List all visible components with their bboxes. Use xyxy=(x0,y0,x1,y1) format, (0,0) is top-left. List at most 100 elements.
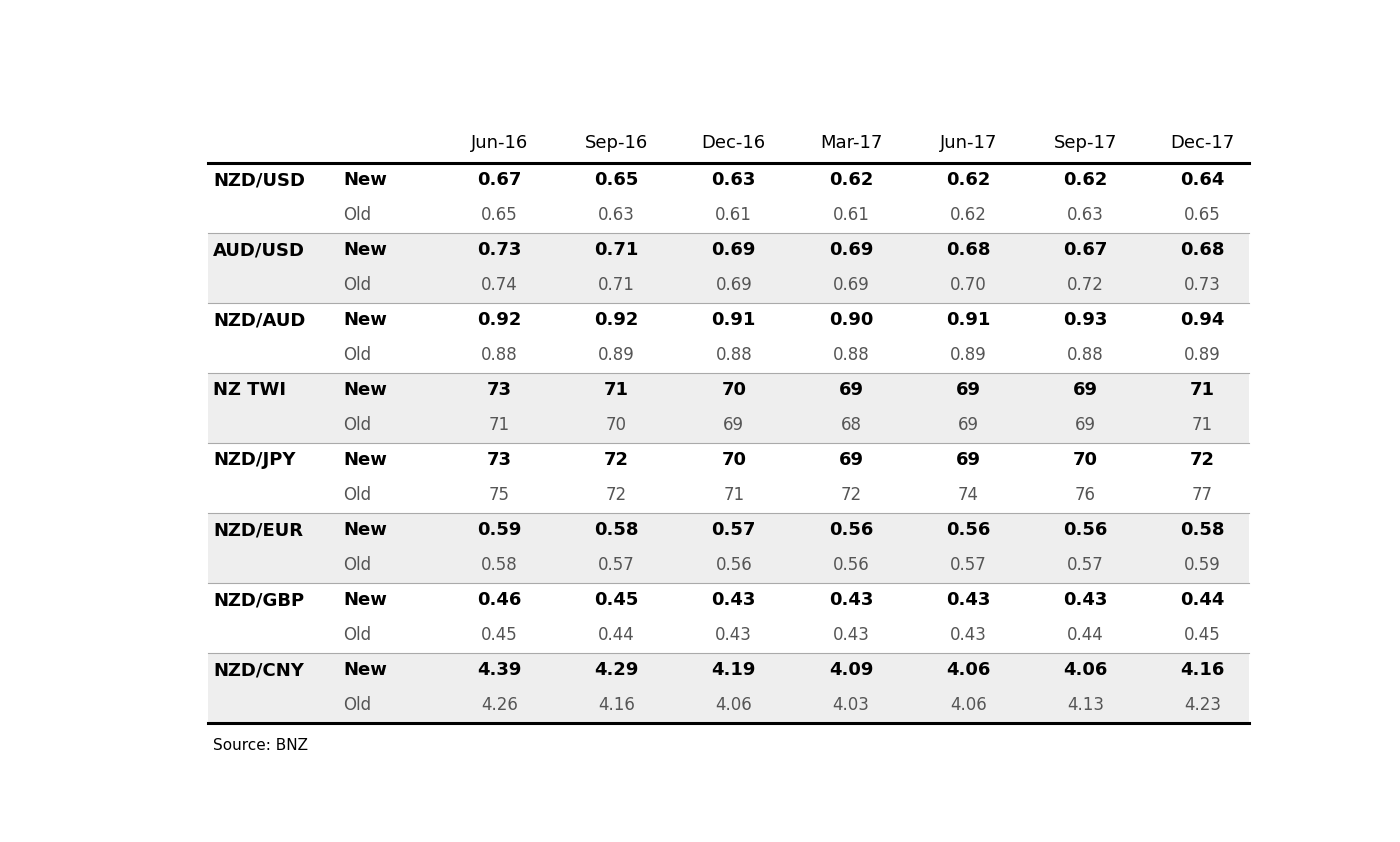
Text: NZD/JPY: NZD/JPY xyxy=(213,451,295,469)
Text: 71: 71 xyxy=(1190,381,1215,399)
Text: 0.71: 0.71 xyxy=(598,276,636,294)
Text: 4.29: 4.29 xyxy=(595,661,638,679)
Text: 0.92: 0.92 xyxy=(477,312,522,329)
Text: 70: 70 xyxy=(606,416,627,434)
Text: 0.61: 0.61 xyxy=(715,206,752,224)
Text: Mar-17: Mar-17 xyxy=(820,134,882,152)
FancyBboxPatch shape xyxy=(207,583,1249,653)
Text: 0.57: 0.57 xyxy=(949,557,987,574)
Text: 0.43: 0.43 xyxy=(1063,591,1107,610)
Text: 71: 71 xyxy=(724,486,745,504)
Text: New: New xyxy=(343,451,386,469)
Text: 0.58: 0.58 xyxy=(1180,521,1225,539)
Text: 0.67: 0.67 xyxy=(477,171,522,189)
Text: AUD/USD: AUD/USD xyxy=(213,241,305,259)
FancyBboxPatch shape xyxy=(207,302,1249,373)
Text: New: New xyxy=(343,591,386,610)
Text: 0.88: 0.88 xyxy=(715,346,752,365)
Text: 0.63: 0.63 xyxy=(1067,206,1103,224)
Text: 0.73: 0.73 xyxy=(1184,276,1221,294)
Text: 69: 69 xyxy=(839,381,864,399)
Text: 4.03: 4.03 xyxy=(833,696,869,714)
Text: 0.94: 0.94 xyxy=(1180,312,1225,329)
Text: 71: 71 xyxy=(603,381,629,399)
Text: Sep-16: Sep-16 xyxy=(585,134,648,152)
Text: 71: 71 xyxy=(489,416,510,434)
Text: Old: Old xyxy=(343,696,371,714)
Text: 0.65: 0.65 xyxy=(595,171,638,189)
Text: 4.23: 4.23 xyxy=(1184,696,1221,714)
Text: Jun-17: Jun-17 xyxy=(939,134,997,152)
Text: 0.62: 0.62 xyxy=(1063,171,1107,189)
FancyBboxPatch shape xyxy=(207,443,1249,513)
Text: 0.63: 0.63 xyxy=(711,171,756,189)
FancyBboxPatch shape xyxy=(207,373,1249,443)
Text: Old: Old xyxy=(343,416,371,434)
Text: 0.44: 0.44 xyxy=(1067,626,1103,644)
Text: Source: BNZ: Source: BNZ xyxy=(213,738,308,753)
FancyBboxPatch shape xyxy=(207,163,1249,232)
Text: 0.89: 0.89 xyxy=(1184,346,1221,365)
Text: Old: Old xyxy=(343,626,371,644)
Text: 69: 69 xyxy=(724,416,745,434)
Text: 0.73: 0.73 xyxy=(477,241,522,259)
Text: Jun-16: Jun-16 xyxy=(470,134,528,152)
Text: 4.39: 4.39 xyxy=(477,661,522,679)
Text: 4.13: 4.13 xyxy=(1067,696,1103,714)
Text: 4.06: 4.06 xyxy=(949,696,987,714)
FancyBboxPatch shape xyxy=(207,513,1249,583)
Text: 0.92: 0.92 xyxy=(595,312,638,329)
Text: 74: 74 xyxy=(958,486,979,504)
Text: 69: 69 xyxy=(958,416,979,434)
Text: 71: 71 xyxy=(1191,416,1212,434)
Text: 0.70: 0.70 xyxy=(949,276,987,294)
Text: 0.88: 0.88 xyxy=(482,346,518,365)
Text: 69: 69 xyxy=(1075,416,1096,434)
Text: 0.89: 0.89 xyxy=(949,346,987,365)
Text: Dec-17: Dec-17 xyxy=(1170,134,1235,152)
Text: 0.57: 0.57 xyxy=(598,557,636,574)
Text: Old: Old xyxy=(343,206,371,224)
Text: 0.69: 0.69 xyxy=(715,276,752,294)
Text: 0.68: 0.68 xyxy=(1180,241,1225,259)
Text: 0.91: 0.91 xyxy=(946,312,990,329)
Text: 4.06: 4.06 xyxy=(946,661,990,679)
Text: 4.16: 4.16 xyxy=(598,696,636,714)
Text: 0.56: 0.56 xyxy=(1063,521,1107,539)
Text: 69: 69 xyxy=(1072,381,1098,399)
Text: 0.88: 0.88 xyxy=(1067,346,1103,365)
Text: 0.45: 0.45 xyxy=(595,591,638,610)
FancyBboxPatch shape xyxy=(207,653,1249,722)
Text: New: New xyxy=(343,312,386,329)
Text: Dec-16: Dec-16 xyxy=(701,134,766,152)
Text: 0.43: 0.43 xyxy=(829,591,874,610)
Text: NZ TWI: NZ TWI xyxy=(213,381,286,399)
Text: 77: 77 xyxy=(1191,486,1212,504)
Text: 69: 69 xyxy=(956,451,980,469)
Text: 0.43: 0.43 xyxy=(833,626,869,644)
Text: New: New xyxy=(343,171,386,189)
Text: 72: 72 xyxy=(606,486,627,504)
Text: 0.91: 0.91 xyxy=(711,312,756,329)
Text: 73: 73 xyxy=(487,381,512,399)
Text: 0.58: 0.58 xyxy=(482,557,518,574)
Text: NZD/EUR: NZD/EUR xyxy=(213,521,302,539)
Text: Old: Old xyxy=(343,346,371,365)
Text: 0.46: 0.46 xyxy=(477,591,522,610)
Text: 4.26: 4.26 xyxy=(482,696,518,714)
Text: 76: 76 xyxy=(1075,486,1096,504)
Text: 4.06: 4.06 xyxy=(715,696,752,714)
Text: 0.64: 0.64 xyxy=(1180,171,1225,189)
Text: 69: 69 xyxy=(839,451,864,469)
FancyBboxPatch shape xyxy=(207,232,1249,302)
Text: 0.90: 0.90 xyxy=(829,312,874,329)
Text: 69: 69 xyxy=(956,381,980,399)
Text: New: New xyxy=(343,381,386,399)
Text: NZD/AUD: NZD/AUD xyxy=(213,312,305,329)
Text: 0.69: 0.69 xyxy=(711,241,756,259)
Text: 0.56: 0.56 xyxy=(715,557,752,574)
Text: Old: Old xyxy=(343,276,371,294)
Text: 72: 72 xyxy=(1190,451,1215,469)
Text: 72: 72 xyxy=(603,451,629,469)
Text: Old: Old xyxy=(343,486,371,504)
